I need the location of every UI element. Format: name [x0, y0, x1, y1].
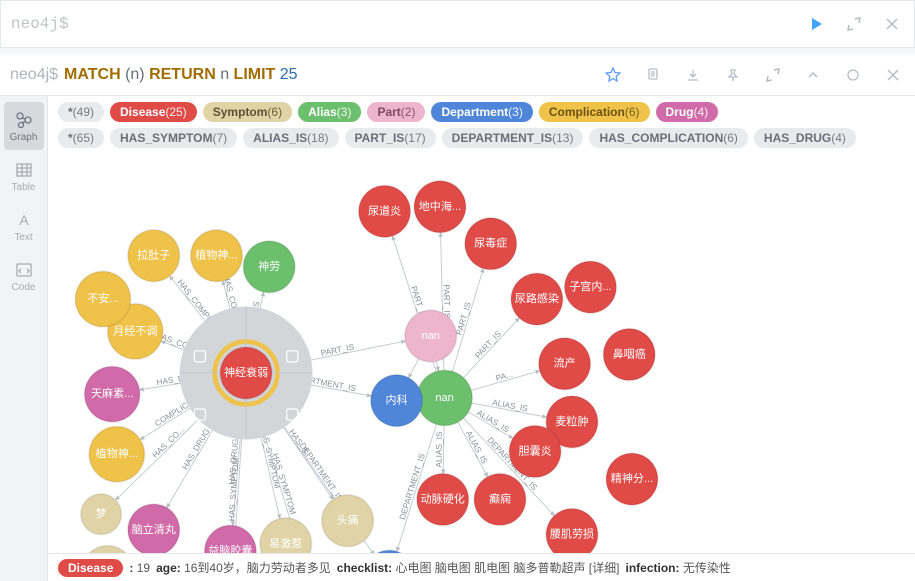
- fullscreen-icon[interactable]: [761, 63, 785, 87]
- svg-text:ALIAS_IS: ALIAS_IS: [491, 397, 529, 414]
- graph-node[interactable]: [405, 310, 457, 362]
- detail-kv: checklist: 心电图 脑电图 肌电图 脑多普勒超声 [详细]: [337, 559, 620, 576]
- svg-text:ALIAS_IS: ALIAS_IS: [433, 431, 444, 468]
- graph-node[interactable]: [539, 338, 591, 390]
- pill-star[interactable]: *(49): [58, 102, 104, 122]
- graph-node[interactable]: [260, 518, 312, 553]
- graph-node[interactable]: [546, 509, 598, 553]
- svg-text:DEPARTMENT_IS: DEPARTMENT_IS: [298, 441, 346, 503]
- pill-Drug[interactable]: Drug(4): [656, 102, 719, 122]
- graph-node[interactable]: [509, 426, 561, 478]
- graph-node[interactable]: [371, 375, 423, 427]
- pill-Disease[interactable]: Disease(25): [110, 102, 197, 122]
- graph-node[interactable]: [81, 494, 122, 535]
- play-icon[interactable]: [804, 12, 828, 36]
- graph-canvas[interactable]: ALIAS_ISHAS_COMPLICATI...HAS_COMPLICATI.…: [48, 156, 915, 553]
- svg-text:PART_IS: PART_IS: [320, 341, 356, 358]
- graph-node[interactable]: [603, 329, 655, 381]
- rail-item-table[interactable]: Table: [4, 152, 44, 200]
- graph-node[interactable]: [414, 181, 466, 233]
- svg-text:PART_IS: PART_IS: [473, 328, 504, 360]
- rail-item-code[interactable]: Code: [4, 252, 44, 300]
- svg-text:HAS_S...: HAS_S...: [287, 427, 315, 461]
- graph-node[interactable]: [565, 261, 617, 313]
- edge[interactable]: [443, 426, 444, 474]
- edge[interactable]: [471, 371, 540, 391]
- rail-item-graph[interactable]: Graph: [4, 102, 44, 150]
- rail-item-text[interactable]: AText: [4, 202, 44, 250]
- graph-node[interactable]: [82, 546, 134, 553]
- graph-node[interactable]: [243, 241, 295, 293]
- pill-Part[interactable]: Part(2): [367, 102, 425, 122]
- close-icon[interactable]: [880, 12, 904, 36]
- edge[interactable]: [468, 412, 512, 438]
- node-detail-bar: Disease : 19 age: 16到40岁，脑力劳动者多见 checkli…: [48, 553, 915, 581]
- edge[interactable]: [472, 403, 547, 417]
- view-rail: GraphTableATextCode: [0, 96, 48, 581]
- expand-icon[interactable]: [842, 12, 866, 36]
- pill-Alias[interactable]: Alias(3): [298, 102, 361, 122]
- graph-node[interactable]: [85, 367, 140, 422]
- graph-node[interactable]: [220, 347, 272, 399]
- graph-node[interactable]: [89, 427, 144, 482]
- graph-node[interactable]: [75, 271, 130, 326]
- graph-node[interactable]: [128, 504, 180, 553]
- pin-icon[interactable]: [721, 63, 745, 87]
- copy-icon[interactable]: [641, 63, 665, 87]
- detail-kv: age: 16到40岁，脑力劳动者多见: [156, 559, 331, 576]
- pill-Symptom[interactable]: Symptom(6): [203, 102, 292, 122]
- close-result-icon[interactable]: [881, 63, 905, 87]
- pill-HAS_DRUG[interactable]: HAS_DRUG(4): [754, 128, 856, 148]
- graph-node[interactable]: [322, 495, 374, 547]
- graph-node[interactable]: [359, 186, 411, 238]
- pill-Complication[interactable]: Complication(6): [539, 102, 650, 122]
- graph-node[interactable]: [128, 230, 180, 282]
- edge[interactable]: [458, 422, 488, 477]
- pill-Department[interactable]: Department(3): [431, 102, 532, 122]
- edge[interactable]: [463, 318, 519, 378]
- download-icon[interactable]: [681, 63, 705, 87]
- detail-kv: : 19: [129, 561, 150, 575]
- prompt-bar: neo4j$: [0, 0, 915, 48]
- pill-HAS_SYMPTOM[interactable]: HAS_SYMPTOM(7): [110, 128, 237, 148]
- detail-chip[interactable]: Disease: [58, 559, 123, 577]
- graph-node[interactable]: [474, 474, 526, 526]
- pill-ALIAS_IS[interactable]: ALIAS_IS(18): [243, 128, 338, 148]
- graph-node[interactable]: [191, 230, 243, 282]
- edge[interactable]: [436, 361, 438, 371]
- graph-node[interactable]: [417, 474, 469, 526]
- query-line: neo4j$ MATCH (n) RETURN n LIMIT 25: [0, 54, 915, 96]
- node-label-pills: *(49) Disease(25) Symptom(6) Alias(3) Part(2…: [58, 102, 905, 122]
- graph-node[interactable]: [511, 273, 563, 325]
- graph-node[interactable]: [606, 453, 658, 505]
- prompt-host: neo4j$: [11, 15, 69, 33]
- svg-text:ALIAS_IS: ALIAS_IS: [475, 408, 511, 435]
- rel-type-pills: *(65) HAS_SYMPTOM(7) ALIAS_IS(18) PART_IS(1…: [58, 128, 905, 148]
- svg-text:ALIAS_IS: ALIAS_IS: [464, 429, 490, 466]
- pill-HAS_COMPLICATION[interactable]: HAS_COMPLICATION(6): [589, 128, 747, 148]
- result-panel: *(49) Disease(25) Symptom(6) Alias(3) Part(2…: [48, 96, 915, 581]
- star-icon[interactable]: [601, 63, 625, 87]
- svg-text:HAS_SYMPTOM: HAS_SYMPTOM: [270, 452, 298, 516]
- pill-DEPARTMENT_IS[interactable]: DEPARTMENT_IS(13): [442, 128, 584, 148]
- pill-PART_IS[interactable]: PART_IS(17): [345, 128, 436, 148]
- edge[interactable]: [453, 268, 484, 371]
- svg-text:A: A: [19, 212, 29, 228]
- graph-node[interactable]: [417, 370, 472, 425]
- refresh-icon[interactable]: [841, 63, 865, 87]
- collapse-up-icon[interactable]: [801, 63, 825, 87]
- pill-star[interactable]: *(65): [58, 128, 104, 148]
- detail-kv: infection: 无传染性: [625, 559, 730, 576]
- graph-node[interactable]: [465, 218, 517, 270]
- edge[interactable]: [409, 359, 419, 378]
- query-text[interactable]: neo4j$ MATCH (n) RETURN n LIMIT 25: [0, 66, 575, 84]
- graph-node[interactable]: [205, 525, 257, 553]
